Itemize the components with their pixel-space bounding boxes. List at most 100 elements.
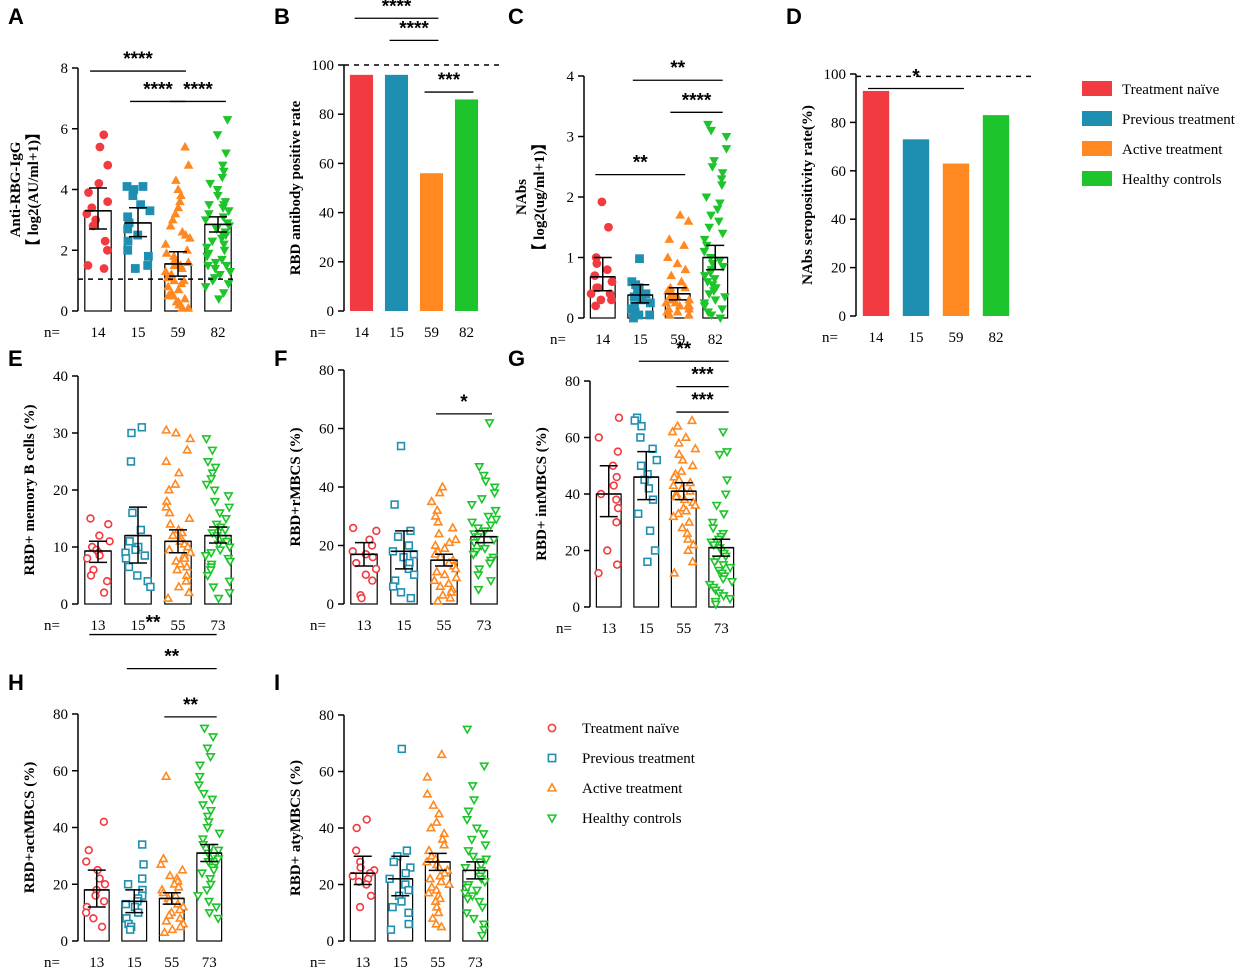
n-prefix: n=: [44, 325, 60, 341]
data-point: [388, 582, 398, 591]
data-point: [100, 880, 110, 889]
data-point: [485, 521, 496, 531]
data-point: [396, 588, 406, 597]
data-point: [197, 801, 209, 811]
data-point: [200, 283, 211, 292]
data-point: [99, 130, 109, 140]
data-point: [123, 236, 133, 246]
n-label: 59: [424, 325, 439, 341]
n-label: 73: [202, 955, 217, 969]
significance-stars: **: [183, 695, 198, 716]
data-point: [202, 252, 212, 262]
data-point: [133, 571, 142, 580]
y-tick-label: 60: [319, 422, 334, 438]
data-point: [459, 889, 471, 899]
y-tick-label: 0: [839, 309, 847, 325]
data-point: [224, 577, 235, 587]
data-point: [680, 431, 692, 442]
data-point: [596, 295, 606, 305]
data-point: [202, 812, 213, 822]
data-point: [185, 433, 196, 443]
data-point: [125, 537, 134, 546]
data-point: [129, 185, 139, 194]
data-point: [684, 303, 694, 313]
data-point: [679, 240, 689, 249]
y-axis-label: RBD+actMBCS (%): [22, 762, 38, 893]
n-prefix: n=: [44, 618, 60, 634]
data-point: [128, 508, 137, 517]
significance-stars: ****: [399, 18, 429, 39]
data-point: [645, 298, 655, 308]
significance-stars: ****: [682, 90, 712, 111]
data-point: [720, 293, 730, 302]
data-point: [105, 537, 114, 546]
data-point: [710, 600, 721, 610]
data-point: [706, 211, 716, 221]
data-point: [688, 539, 699, 549]
data-point: [390, 500, 399, 509]
data-point: [720, 490, 731, 500]
data-point: [425, 822, 437, 832]
data-point: [715, 257, 725, 266]
y-tick-label: 0: [327, 597, 335, 613]
data-point: [362, 815, 371, 824]
data-point: [633, 509, 643, 518]
data-point: [168, 290, 179, 300]
data-point: [221, 537, 232, 547]
n-label: 73: [714, 621, 729, 637]
data-point: [180, 293, 190, 303]
significance-stars: ****: [143, 79, 173, 100]
data-point: [699, 302, 710, 311]
data-point: [630, 416, 639, 425]
data-point: [213, 914, 224, 924]
significance-stars: ***: [691, 390, 714, 411]
panel-F: F 0 20 40 60 80 RBD+rMBCS (%) n= 13 15 55 73 *: [274, 346, 502, 634]
y-tick-label: 40: [831, 212, 846, 228]
data-point: [205, 875, 216, 885]
data-point: [422, 788, 433, 798]
data-point: [713, 217, 724, 227]
data-point: [444, 878, 455, 889]
panel-letter: D: [786, 4, 802, 29]
data-point: [436, 876, 447, 886]
bar-previous: [384, 74, 409, 311]
panel-I: I 0 20 40 60 80 RBD+ atyMBCS (%) n= 13 15 55 73: [274, 670, 492, 969]
data-point: [436, 921, 447, 931]
data-point: [167, 924, 178, 934]
data-point: [100, 236, 110, 246]
data-point: [718, 592, 729, 602]
data-point: [201, 886, 213, 896]
data-point: [173, 581, 184, 591]
data-point: [123, 224, 133, 234]
data-point: [590, 271, 600, 281]
data-point: [173, 467, 185, 477]
data-point: [635, 254, 644, 264]
data-point: [207, 446, 218, 456]
n-prefix: n=: [556, 621, 572, 637]
legend-label: Healthy controls: [582, 811, 682, 827]
data-point: [451, 572, 462, 582]
y-tick-label: 8: [61, 61, 69, 77]
data-point: [702, 278, 713, 287]
data-point: [200, 552, 211, 562]
data-point: [171, 175, 181, 184]
data-point: [136, 200, 146, 210]
data-point: [177, 302, 188, 312]
data-point: [721, 476, 733, 486]
data-point: [489, 489, 500, 499]
n-label: 15: [127, 955, 142, 969]
data-point: [211, 903, 222, 913]
data-point: [160, 239, 171, 248]
bar-healthy: [454, 99, 479, 311]
data-point: [612, 472, 621, 482]
data-point: [672, 258, 683, 268]
data-point: [102, 576, 112, 586]
data-point: [704, 290, 714, 299]
n-label: 55: [164, 955, 179, 969]
data-point: [204, 909, 215, 919]
data-point: [164, 870, 176, 880]
data-point: [123, 212, 133, 222]
data-point: [423, 887, 434, 897]
data-point: [164, 507, 175, 517]
data-point: [84, 188, 93, 197]
